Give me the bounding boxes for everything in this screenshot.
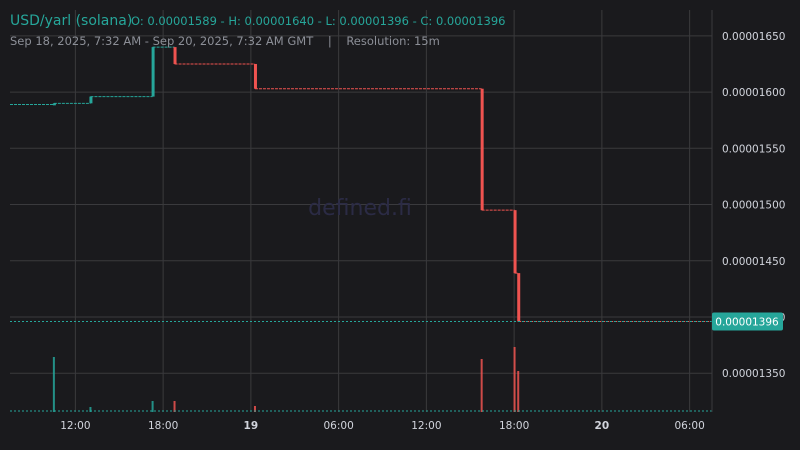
volume-bar (151, 401, 154, 412)
price-tick-label: 0.00001650 (722, 31, 785, 43)
ohlc-readout: O: 0.00001589 - H: 0.00001640 - L: 0.000… (131, 14, 505, 28)
candle-body (517, 273, 521, 322)
volume-bar (52, 357, 55, 412)
time-tick-label: 18:00 (499, 420, 529, 432)
volume-bar (480, 359, 483, 412)
volume-bar (517, 371, 520, 412)
volume-bars (52, 347, 520, 412)
time-tick-label: 06:00 (323, 420, 353, 432)
candle-body (89, 96, 93, 104)
time-tick-label: 12:00 (411, 420, 441, 432)
price-tick-label: 0.00001500 (722, 200, 785, 212)
candle-body (173, 47, 177, 64)
time-tick-label: 20 (595, 420, 610, 432)
time-tick-label: 18:00 (148, 420, 178, 432)
price-segments (10, 46, 712, 322)
volume-bar (173, 401, 176, 412)
pair-title: USD/yarl (solana) (10, 13, 132, 29)
candle-body (151, 47, 155, 97)
price-tick-label: 0.00001450 (722, 256, 785, 268)
watermark: defined.fi (308, 196, 412, 221)
volume-bar (513, 347, 516, 412)
time-tick-label: 06:00 (674, 420, 704, 432)
time-tick-label: 12:00 (60, 420, 90, 432)
candle-body (480, 88, 484, 211)
range-resolution: Sep 18, 2025, 7:32 AM - Sep 20, 2025, 7:… (10, 34, 440, 48)
last-price-value: 0.00001396 (715, 316, 779, 328)
time-tick-label: 19 (244, 420, 259, 432)
price-tick-label: 0.00001600 (722, 87, 785, 99)
price-tick-label: 0.00001550 (722, 143, 785, 155)
volume-bar (253, 406, 256, 412)
candle-body (253, 63, 257, 89)
candle-body (52, 103, 56, 106)
candle-body (513, 210, 517, 274)
price-tick-label: 0.00001350 (722, 368, 785, 380)
time-axis-labels: 12:00 18:00 19 06:00 12:00 18:00 20 06:00 (60, 420, 705, 432)
last-price-badge: 0.00001396 (712, 312, 783, 331)
candles (52, 47, 521, 322)
volume-bar (89, 407, 92, 412)
